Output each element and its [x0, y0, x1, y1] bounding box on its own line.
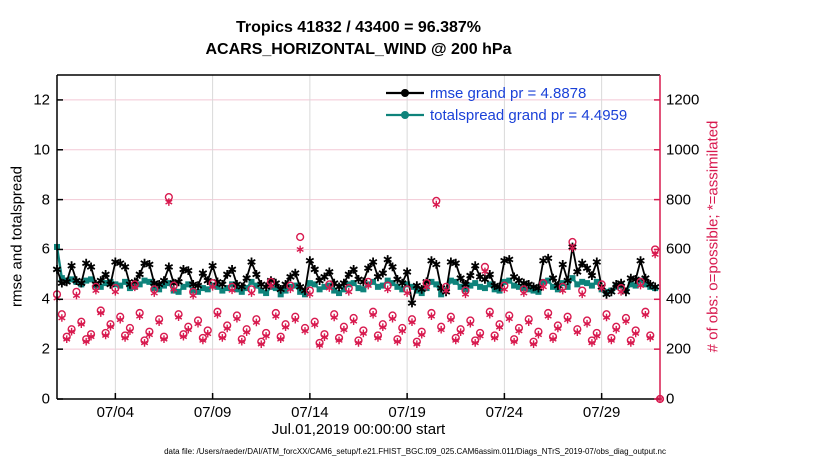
right-y-axis-label: # of obs: o=possible; *=assimilated: [704, 120, 722, 353]
x-tick-07/19: 07/19: [388, 404, 426, 421]
x-tick-07/29: 07/29: [582, 404, 621, 421]
left-y-tick-0: 0: [41, 390, 50, 408]
left-y-tick-12: 12: [33, 91, 50, 109]
x-axis-label: Jul.01,2019 00:00:00 start: [271, 421, 446, 438]
left-y-tick-2: 2: [41, 340, 50, 358]
right-y-tick-1000: 1000: [666, 141, 700, 159]
right-y-tick-400: 400: [666, 290, 692, 308]
x-tick-07/04: 07/04: [96, 404, 135, 421]
x-tick-07/14: 07/14: [291, 404, 329, 421]
x-tick-07/24: 07/24: [485, 404, 524, 421]
legend-label-rmse: rmse grand pr = 4.8878: [430, 84, 587, 102]
legend-label-totalspread: totalspread grand pr = 4.4959: [430, 106, 628, 124]
right-y-tick-600: 600: [666, 240, 692, 258]
x-tick-07/09: 07/09: [193, 404, 232, 421]
data-file-path: data file: /Users/raeder/DAI/ATM_forcXX/…: [164, 447, 666, 456]
totalspread-line-marker-icon: [386, 111, 424, 119]
left-y-tick-6: 6: [41, 240, 50, 258]
left-y-axis-label: rmse and totalspread: [8, 166, 26, 307]
plot-title-line2: ACARS_HORIZONTAL_WIND @ 200 hPa: [205, 41, 512, 58]
left-y-tick-4: 4: [41, 290, 50, 308]
left-y-tick-10: 10: [33, 141, 50, 159]
legend-row-rmse: rmse grand pr = 4.8878: [384, 82, 627, 104]
left-y-tick-8: 8: [41, 191, 50, 209]
right-y-tick-1200: 1200: [666, 91, 700, 109]
right-y-tick-800: 800: [666, 191, 692, 209]
right-y-tick-0: 0: [666, 390, 675, 408]
rmse-line-marker-icon: [386, 89, 424, 97]
legend: rmse grand pr = 4.8878 totalspread grand…: [384, 82, 627, 126]
right-y-tick-200: 200: [666, 340, 692, 358]
plot-title-line1: Tropics 41832 / 43400 = 96.387%: [235, 19, 482, 36]
legend-row-totalspread: totalspread grand pr = 4.4959: [384, 104, 627, 126]
